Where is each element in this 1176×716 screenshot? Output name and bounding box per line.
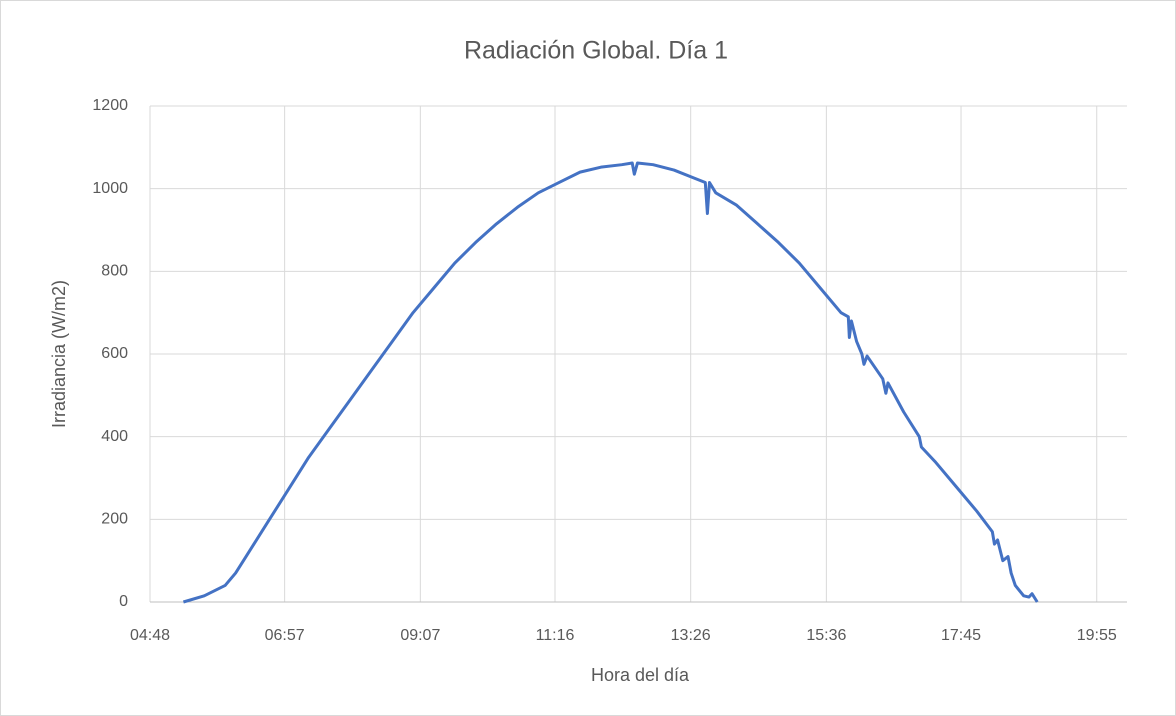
y-tick-label: 1000	[92, 180, 128, 197]
x-tick-label: 19:55	[1077, 627, 1117, 644]
y-tick-label: 1200	[92, 97, 128, 114]
x-tick-label: 04:48	[130, 627, 170, 644]
y-tick-label: 800	[101, 263, 128, 280]
x-tick-label: 09:07	[400, 627, 440, 644]
y-axis-label: Irradiancia (W/m2)	[49, 280, 69, 428]
y-tick-label: 600	[101, 345, 128, 362]
y-tick-label: 0	[119, 593, 128, 610]
chart-title: Radiación Global. Día 1	[464, 37, 728, 65]
x-tick-label: 13:26	[671, 627, 711, 644]
y-tick-label: 400	[101, 428, 128, 445]
x-tick-label: 15:36	[806, 627, 846, 644]
x-tick-label: 11:16	[536, 627, 575, 644]
data-line	[182, 161, 1039, 604]
x-tick-label: 17:45	[941, 627, 981, 644]
x-tick-label: 06:57	[265, 627, 305, 644]
y-tick-label: 200	[101, 511, 128, 528]
x-axis-label: Hora del día	[591, 665, 690, 685]
